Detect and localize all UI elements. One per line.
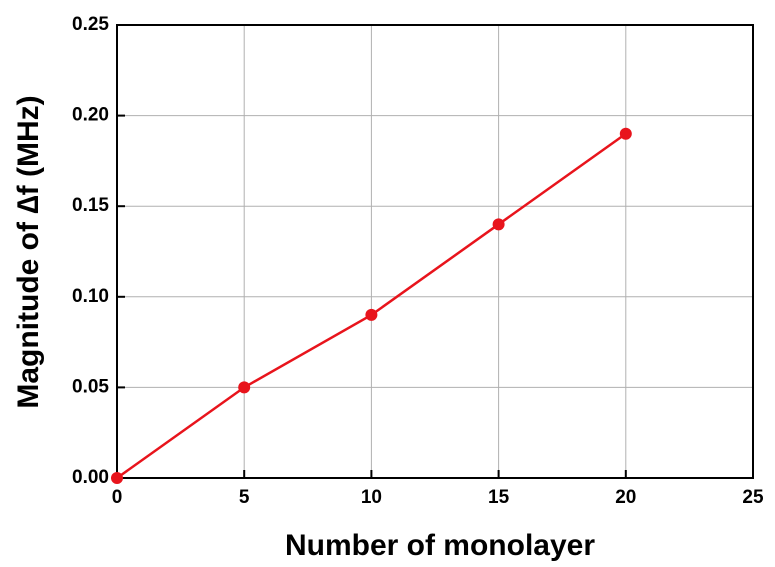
x-tick-label: 15 [488, 487, 510, 508]
data-point [111, 472, 123, 484]
x-tick-label: 0 [112, 487, 123, 508]
data-point [365, 308, 378, 321]
y-tick-label: 0.20 [72, 105, 109, 126]
data-point [492, 218, 505, 231]
x-tick-label: 5 [239, 487, 250, 508]
y-tick-label: 0.00 [72, 467, 109, 488]
plot-frame [116, 24, 754, 479]
data-point [619, 127, 632, 140]
y-axis-title: Magnitude of ∆f (MHz) [12, 95, 45, 408]
y-tick-label: 0.15 [72, 195, 109, 216]
x-axis-title: Number of monolayer [285, 529, 595, 562]
data-point [238, 381, 251, 394]
x-tick-label: 20 [615, 487, 636, 508]
y-tick-label: 0.05 [72, 376, 109, 397]
x-tick-label: 25 [742, 487, 764, 508]
y-tick-label: 0.10 [72, 286, 109, 307]
y-tick-label: 0.25 [72, 14, 109, 35]
x-tick-label: 10 [361, 487, 382, 508]
